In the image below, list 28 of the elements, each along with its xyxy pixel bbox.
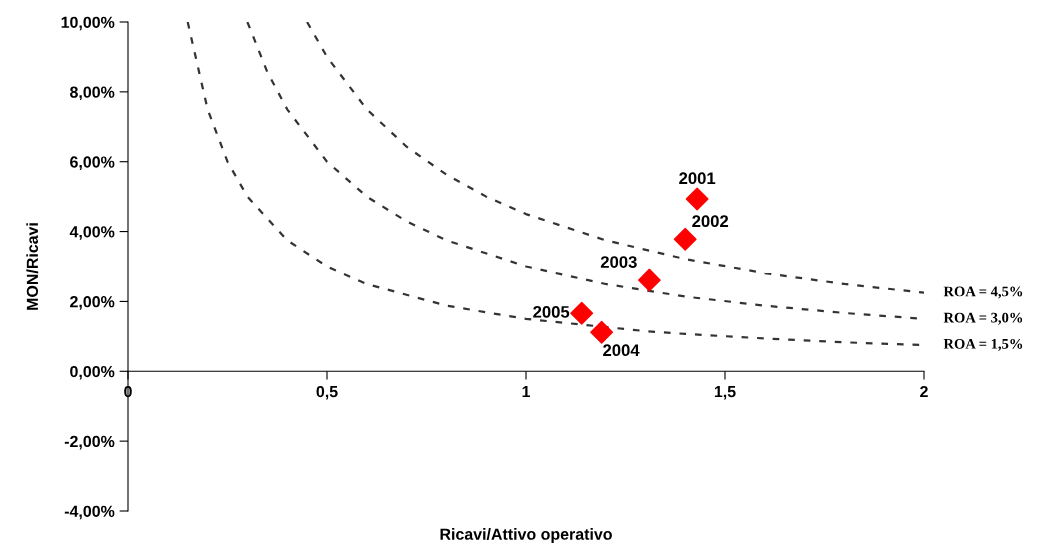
line-series <box>305 22 924 294</box>
annotation: 2002 <box>692 215 729 228</box>
x-tick-label: 0,5 <box>316 385 338 400</box>
x-tick-label: 1 <box>522 386 530 398</box>
y-tick-label: 2,00% <box>70 296 115 310</box>
annotation: 2001 <box>679 172 716 185</box>
annotation: 2003 <box>600 256 637 268</box>
point <box>673 227 697 251</box>
series-label: ROA = 3,0% <box>943 312 1023 325</box>
y-tick-label: 0,00% <box>70 365 115 380</box>
point <box>570 301 594 325</box>
y-tick-label: 6,00% <box>70 156 115 170</box>
series-label: ROA = 4,5% <box>943 286 1023 299</box>
y-tick-label: 8,00% <box>70 86 115 101</box>
y-axis-title: MON/Ricavi <box>26 223 39 310</box>
y-tick-label: -2,00% <box>64 435 115 450</box>
x-tick-label: 2 <box>920 385 928 398</box>
annotation: 2004 <box>603 344 640 357</box>
x-axis-title: Ricavi/Attivo operativo <box>440 528 612 543</box>
point <box>685 187 709 211</box>
series-label: ROA = 1,5% <box>943 338 1023 351</box>
y-tick-label: 10,00% <box>61 16 115 31</box>
x-tick-label: 1,5 <box>714 386 736 400</box>
point <box>590 320 614 344</box>
y-tick-label: -4,00% <box>64 505 115 520</box>
annotation: 2005 <box>533 305 570 318</box>
point <box>637 268 661 292</box>
y-tick-label: 4,00% <box>69 226 115 240</box>
